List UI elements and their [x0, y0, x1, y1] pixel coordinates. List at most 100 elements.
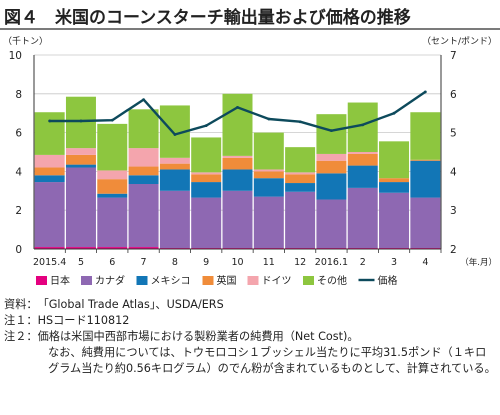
bar-segment: [253, 178, 284, 197]
price-point: [79, 119, 83, 123]
notes-block: 資料： 「Global Trade Atlas」、USDA/ERS 注１： HS…: [4, 297, 496, 377]
bar-segment: [316, 153, 347, 161]
legend-swatch: [136, 276, 148, 285]
bar-segment: [191, 197, 222, 249]
legend-label: カナダ: [95, 274, 125, 287]
bar-segment: [128, 166, 159, 176]
right-tick-label: 5: [450, 128, 457, 140]
right-tick-label: 6: [450, 89, 457, 101]
bar-segment: [347, 153, 378, 166]
legend-label: ドイツ: [262, 276, 292, 287]
right-tick-label: 3: [450, 205, 457, 217]
bar-segment: [316, 173, 347, 200]
x-tick-label: 11: [263, 257, 275, 268]
legend-label: 価格: [378, 274, 398, 287]
x-axis-unit: （年.月）: [460, 257, 497, 268]
left-tick-label: 10: [9, 50, 22, 62]
legend-label: 日本: [50, 274, 70, 287]
bar-segment: [97, 123, 128, 171]
bar-segment: [191, 137, 222, 173]
bar-segment: [253, 196, 284, 249]
bar-segment: [347, 165, 378, 188]
legend-label: 英国: [217, 274, 237, 287]
bar-segment: [34, 175, 65, 183]
x-tick-label: 8: [172, 257, 178, 268]
bar-segment: [34, 247, 65, 249]
right-tick-label: 4: [450, 166, 457, 178]
bar-segment: [410, 112, 441, 160]
bar-segment: [222, 155, 253, 158]
note-2: 注２： 価格は米国中西部市場における製粉業者の純費用（Net Cost)。: [4, 329, 496, 345]
left-tick-label: 6: [15, 128, 22, 140]
legend-label: メキシコ: [151, 276, 191, 287]
bar-segment: [285, 183, 316, 192]
price-point: [298, 120, 302, 124]
bar-segment: [159, 157, 190, 164]
bar-segment: [159, 163, 190, 170]
legend-label: その他: [317, 274, 347, 287]
bar-segment: [34, 154, 65, 168]
legend-swatch: [247, 276, 259, 285]
bar-segment: [34, 112, 65, 155]
bar-segment: [97, 170, 128, 180]
bar-segment: [253, 171, 284, 179]
source-key: 資料：: [4, 298, 38, 311]
bar-segment: [347, 152, 378, 154]
left-tick-label: 8: [15, 89, 22, 101]
x-tick-label: 10: [231, 257, 243, 268]
bar-segment: [316, 160, 347, 174]
price-point: [330, 129, 333, 133]
bar-segment: [222, 157, 253, 170]
bar-segment: [159, 169, 190, 191]
note-1: 注１： HSコード110812: [4, 313, 496, 329]
price-point: [423, 90, 427, 94]
bar-segment: [65, 164, 96, 168]
left-tick-label: 4: [15, 166, 22, 178]
x-tick-label: 5: [78, 257, 84, 268]
right-tick-label: 2: [450, 244, 457, 256]
bar-segment: [253, 169, 284, 172]
price-point: [361, 123, 365, 127]
left-tick-label: 0: [15, 244, 22, 256]
x-tick-label: 9: [203, 257, 209, 268]
bar-segment: [34, 167, 65, 176]
title-divider: [0, 28, 500, 30]
price-point: [110, 118, 114, 122]
x-tick-label: 3: [391, 257, 397, 268]
bar-segment: [191, 172, 222, 175]
bar-segment: [410, 159, 441, 161]
note-2-key: 注２：: [4, 330, 38, 343]
export-price-chart: （千トン） （セント/ポンド） （年.月） 0 2 4 6 8 10 2 3 4 5 6 7 2015.…: [3, 36, 497, 287]
left-tick-label: 2: [15, 205, 22, 217]
bar-segment: [285, 174, 316, 184]
bar-segment: [222, 190, 253, 249]
price-point: [236, 105, 239, 109]
bar-segment: [410, 160, 441, 198]
bar-segment: [128, 109, 159, 149]
note-2-text: 価格は米国中西部市場における製粉業者の純費用（Net Cost)。: [37, 330, 359, 343]
bar-segment: [65, 247, 96, 249]
bar-segment: [65, 167, 96, 248]
legend-swatch: [36, 276, 47, 285]
legend-swatch: [303, 276, 314, 285]
bar-segment: [97, 197, 128, 248]
bar-segment: [285, 147, 316, 173]
bar-segment: [128, 148, 159, 167]
stacked-bars: [34, 93, 441, 249]
x-tick-label: 2015.4: [33, 257, 66, 268]
bar-segment: [379, 182, 410, 193]
bar-segment: [34, 182, 65, 248]
left-axis-unit: （千トン）: [3, 36, 48, 47]
note-1-key: 注１：: [4, 314, 38, 327]
legend-swatch: [81, 276, 92, 285]
price-point: [392, 111, 396, 115]
price-line-series: [48, 90, 427, 136]
bar-segment: [65, 96, 96, 149]
bar-segment: [379, 141, 410, 179]
price-point: [48, 119, 52, 123]
legend-swatch: [202, 276, 214, 285]
note-2-continuation: なお、純費用については、トウモロコシ１ブッシェル当たりに平均31.5ポンド（１キ…: [48, 346, 496, 375]
x-tick-label: 7: [141, 257, 147, 268]
bar-segment: [191, 174, 222, 183]
price-point: [173, 133, 177, 136]
